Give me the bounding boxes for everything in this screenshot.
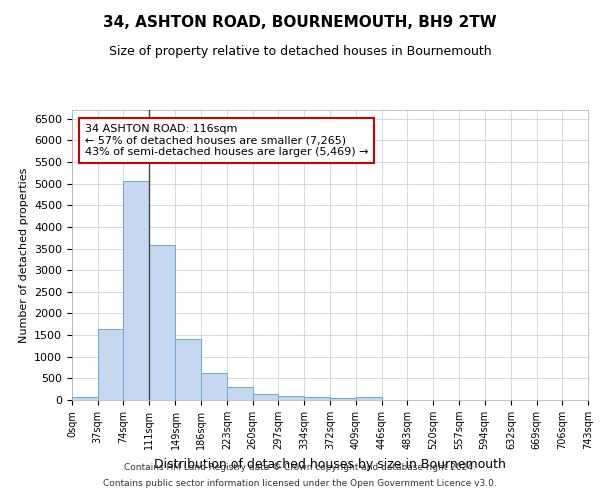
Bar <box>72 397 98 400</box>
Bar <box>278 396 304 400</box>
Text: Contains HM Land Registry data © Crown copyright and database right 2024.: Contains HM Land Registry data © Crown c… <box>124 464 476 472</box>
Bar <box>149 246 175 400</box>
Bar <box>227 388 253 400</box>
Bar <box>124 181 149 400</box>
Text: Contains public sector information licensed under the Open Government Licence v3: Contains public sector information licen… <box>103 478 497 488</box>
Bar <box>175 339 201 400</box>
Bar <box>253 394 278 400</box>
Text: Size of property relative to detached houses in Bournemouth: Size of property relative to detached ho… <box>109 45 491 58</box>
Bar <box>98 330 124 400</box>
Y-axis label: Number of detached properties: Number of detached properties <box>19 168 29 342</box>
Text: 34, ASHTON ROAD, BOURNEMOUTH, BH9 2TW: 34, ASHTON ROAD, BOURNEMOUTH, BH9 2TW <box>103 15 497 30</box>
Bar <box>304 397 331 400</box>
Bar <box>201 373 227 400</box>
Bar <box>331 398 356 400</box>
Text: 34 ASHTON ROAD: 116sqm
← 57% of detached houses are smaller (7,265)
43% of semi-: 34 ASHTON ROAD: 116sqm ← 57% of detached… <box>85 124 368 157</box>
X-axis label: Distribution of detached houses by size in Bournemouth: Distribution of detached houses by size … <box>154 458 506 470</box>
Bar <box>356 397 382 400</box>
